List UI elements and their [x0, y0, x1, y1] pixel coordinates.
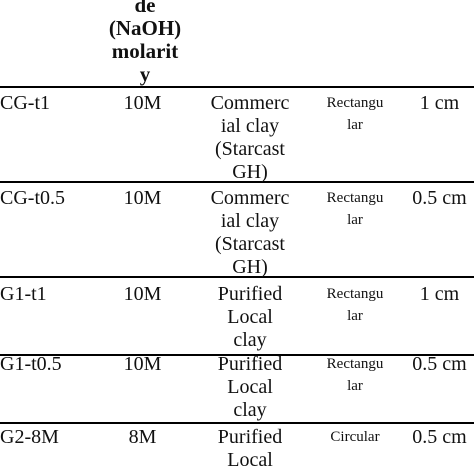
sample-shape: Rectangu lar — [326, 286, 384, 324]
sample-shape: Rectangu lar — [326, 356, 384, 394]
molarity-value: 10M — [123, 92, 162, 114]
sample-size: 1 cm — [419, 92, 460, 114]
sample-size: 1 cm — [419, 283, 460, 305]
molarity-value: 10M — [123, 353, 162, 375]
molarity-column-header: de (NaOH) molarit y — [108, 0, 182, 86]
table-rule — [0, 354, 474, 356]
molarity-value: 10M — [123, 283, 162, 305]
sample-shape: Rectangu lar — [326, 95, 384, 133]
sample-shape: Circular — [330, 429, 380, 445]
sample-id: G1-t1 — [0, 283, 47, 305]
table-rule — [0, 422, 474, 424]
sample-id: G2-8M — [0, 426, 59, 448]
clay-type: Commerc ial clay (Starcast GH) — [210, 92, 290, 183]
table-rule — [0, 276, 474, 278]
sample-size: 0.5 cm — [412, 426, 467, 448]
sample-size: 0.5 cm — [412, 187, 467, 209]
sample-size: 0.5 cm — [412, 353, 467, 375]
clay-type: Purified Local clay — [217, 353, 283, 421]
clay-type: Purified Local clay — [217, 283, 283, 351]
clay-type: Commerc ial clay (Starcast GH) — [210, 187, 290, 278]
sample-id: CG-t1 — [0, 92, 50, 114]
sample-id: CG-t0.5 — [0, 187, 65, 209]
sample-id: G1-t0.5 — [0, 353, 62, 375]
molarity-value: 10M — [123, 187, 162, 209]
molarity-value: 8M — [128, 426, 157, 448]
table-rule — [0, 181, 474, 183]
clay-type: Purified Local — [217, 426, 283, 471]
table-rule — [0, 86, 474, 88]
sample-shape: Rectangu lar — [326, 190, 384, 228]
